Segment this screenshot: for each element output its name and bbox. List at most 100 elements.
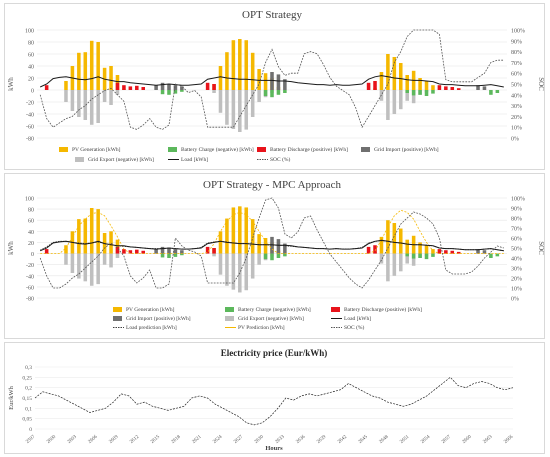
y-tick-label: 40 [28,230,34,236]
y-tick-label: 0,3 [25,365,32,371]
y-tick-label: 0 [31,89,34,95]
y-tick-label: 60 [28,53,34,59]
bar [64,253,68,265]
x-tick-label: 2597 [25,434,36,445]
bar [398,228,403,254]
x-tick-label: 2660 [462,434,473,445]
bar [276,239,281,254]
bar [96,209,100,254]
bar [135,85,139,90]
x-tick-label: 2621 [192,434,203,445]
bar [212,253,216,257]
x-tick-label: 2609 [109,434,120,445]
y-tick-label: 80 [28,208,34,214]
x-tick-label: 2633 [275,434,286,445]
bar [263,253,268,260]
bar [115,239,120,254]
bar [160,82,165,90]
bar [244,253,249,291]
bar [250,219,255,254]
bar [411,253,416,266]
bar [205,246,210,254]
y-tick-label: 0 [29,427,32,433]
x-tick-label: 2666 [503,434,514,445]
bar [411,253,416,259]
x-tick-label: 2651 [399,434,410,445]
y-tick-label: 80 [28,41,34,47]
y2-tick-label: 30% [511,104,522,110]
legend-label: Grid Import (positive) [kWh] [126,315,191,322]
y2-axis-label: SOC [537,77,544,91]
legend-swatch [113,316,122,321]
bar [424,253,429,260]
y-tick-label: 20 [28,77,34,83]
bar [154,85,158,90]
bar [257,69,261,90]
bar [283,253,287,257]
bar [263,73,268,90]
bar [270,90,274,98]
legend-label: Load [kWh] [181,157,208,163]
bar [238,206,242,254]
bar [476,249,480,254]
bar [392,57,397,90]
bar [89,40,94,90]
y2-tick-label: 80% [511,50,522,56]
x-tick-label: 2618 [171,434,182,445]
bar [424,81,429,90]
x-tick-label: 2630 [254,434,265,445]
x-tick-label: 2645 [358,434,369,445]
bar [398,63,403,90]
bar [489,90,493,95]
bar [218,253,223,275]
bar [77,90,81,117]
bar [109,90,113,105]
bar [64,90,68,102]
bar [83,90,88,120]
bar [366,82,371,90]
bar [418,253,422,258]
y-tick-label: 40 [28,65,34,71]
legend-swatch [361,147,370,152]
bar [167,248,171,254]
bar [173,253,178,257]
y2-tick-label: 50% [511,247,522,253]
legend-label: PV Generation [kWh] [72,147,121,153]
bar [276,253,281,258]
legend-label: SOC (%) [270,156,290,163]
chart-panel-price: Electricity price (Eur/kWh) 0,3 0,25 0,2 0,1… [4,342,545,454]
bar [392,253,397,276]
y-tick-label: 0 [31,252,34,258]
bar [231,40,236,90]
y2-tick-label: 80% [511,217,522,223]
bar [238,39,242,90]
bar [386,90,390,120]
legend-swatch [59,147,68,152]
bar [122,249,126,254]
legend-label: PV Prediction [kWh] [238,325,285,331]
y2-tick-label: 0% [511,297,519,303]
bar [122,85,126,90]
bar [476,85,480,90]
x-tick-label: 2603 [67,434,78,445]
bar [180,250,184,254]
bar [495,90,500,93]
legend-swatch [331,307,340,312]
bar [70,90,75,111]
bar [109,231,113,254]
bar [431,85,435,90]
price-line [34,376,514,426]
bar [180,253,184,256]
bar [167,90,171,95]
y2-axis-label: SOC [537,241,544,255]
x-axis-label: Hours [265,445,283,452]
bar [231,207,236,254]
bar [115,90,120,95]
y-tick-label: -20 [26,101,34,107]
x-tick-label: 2612 [129,434,140,445]
bar [270,236,274,254]
bar [405,253,409,264]
bar [96,253,100,285]
bar [392,90,397,114]
bar [405,253,409,257]
